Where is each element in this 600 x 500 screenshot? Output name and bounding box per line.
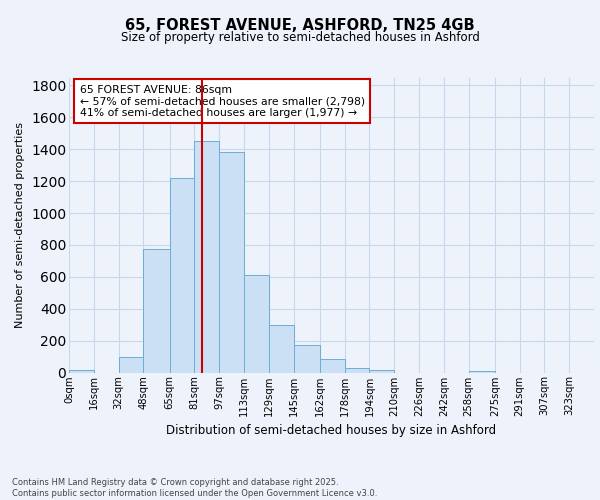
Text: 65 FOREST AVENUE: 86sqm
← 57% of semi-detached houses are smaller (2,798)
41% of: 65 FOREST AVENUE: 86sqm ← 57% of semi-de… <box>79 85 365 118</box>
Bar <box>194 142 219 372</box>
Text: 65, FOREST AVENUE, ASHFORD, TN25 4GB: 65, FOREST AVENUE, ASHFORD, TN25 4GB <box>125 18 475 32</box>
Text: Size of property relative to semi-detached houses in Ashford: Size of property relative to semi-detach… <box>121 31 479 44</box>
X-axis label: Distribution of semi-detached houses by size in Ashford: Distribution of semi-detached houses by … <box>166 424 497 437</box>
Bar <box>370 370 394 372</box>
Bar <box>244 275 269 372</box>
Bar <box>170 178 194 372</box>
Bar <box>69 370 94 372</box>
Bar <box>269 324 293 372</box>
Bar <box>143 249 170 372</box>
Bar <box>119 356 143 372</box>
Bar <box>219 152 244 372</box>
Text: Contains HM Land Registry data © Crown copyright and database right 2025.
Contai: Contains HM Land Registry data © Crown c… <box>12 478 377 498</box>
Bar <box>469 371 495 372</box>
Bar <box>293 346 320 372</box>
Y-axis label: Number of semi-detached properties: Number of semi-detached properties <box>16 122 25 328</box>
Bar <box>344 368 370 372</box>
Bar <box>320 359 344 372</box>
